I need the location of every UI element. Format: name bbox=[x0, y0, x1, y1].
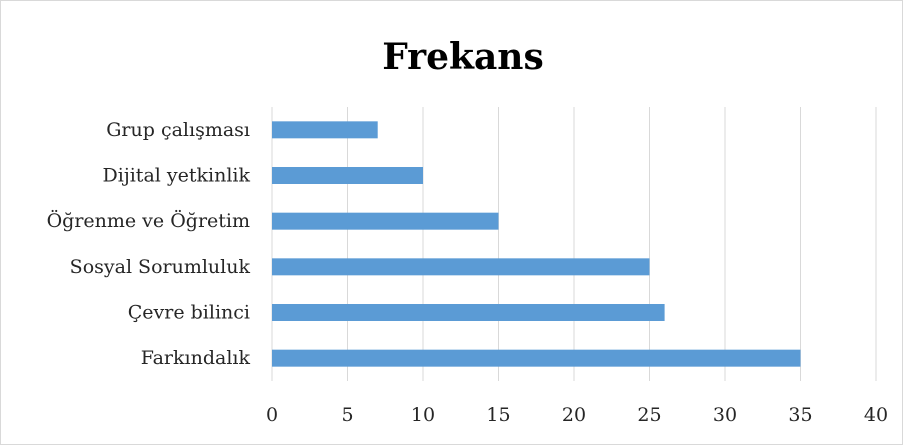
x-tick-label: 15 bbox=[486, 404, 510, 426]
category-label: Öğrenme ve Öğretim bbox=[47, 209, 250, 232]
x-axis-tick-labels: 0 5 10 15 20 25 30 35 40 bbox=[266, 404, 888, 426]
x-tick-label: 25 bbox=[637, 404, 661, 426]
bar bbox=[272, 212, 499, 230]
x-tick-label: 10 bbox=[411, 404, 435, 426]
x-tick-label: 20 bbox=[562, 404, 586, 426]
x-tick-label: 0 bbox=[266, 404, 278, 426]
bar bbox=[272, 121, 378, 139]
x-tick-label: 30 bbox=[713, 404, 737, 426]
bar bbox=[272, 349, 801, 367]
category-label: Grup çalışması bbox=[106, 119, 250, 141]
x-tick-label: 40 bbox=[864, 404, 888, 426]
category-label: Dijital yetkinlik bbox=[103, 165, 251, 187]
x-tick-label: 5 bbox=[341, 404, 353, 426]
gridlines bbox=[271, 107, 877, 381]
category-label: Sosyal Sorumluluk bbox=[70, 256, 251, 278]
bar bbox=[272, 167, 423, 184]
bar bbox=[272, 258, 650, 276]
bar bbox=[272, 304, 665, 321]
category-label: Farkındalık bbox=[141, 347, 251, 369]
chart-title: Frekans bbox=[382, 36, 544, 78]
category-labels: Grup çalışması Dijital yetkinlik Öğrenme v… bbox=[47, 119, 251, 369]
bars bbox=[272, 121, 801, 367]
category-label: Çevre bilinci bbox=[128, 302, 250, 324]
x-tick-label: 35 bbox=[788, 404, 812, 426]
